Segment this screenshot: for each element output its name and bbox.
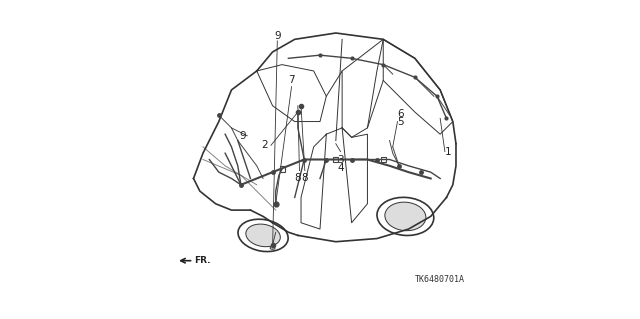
Text: 9: 9 [239, 131, 246, 141]
Text: 3: 3 [337, 155, 344, 165]
Text: 6: 6 [397, 109, 404, 119]
Text: 9: 9 [274, 31, 280, 41]
Bar [381, 157, 386, 162]
Text: 1: 1 [445, 147, 452, 157]
Text: TK6480701A: TK6480701A [415, 275, 465, 284]
Text: 4: 4 [337, 163, 344, 173]
Text: 8: 8 [301, 173, 308, 183]
Ellipse shape [385, 202, 426, 231]
Text: 7: 7 [288, 75, 295, 85]
Text: 5: 5 [397, 116, 404, 127]
Ellipse shape [246, 224, 280, 247]
Bar [280, 167, 285, 172]
Text: 8: 8 [294, 173, 301, 183]
Text: 2: 2 [261, 140, 268, 150]
Text: FR.: FR. [194, 256, 211, 265]
Bar [333, 157, 339, 162]
